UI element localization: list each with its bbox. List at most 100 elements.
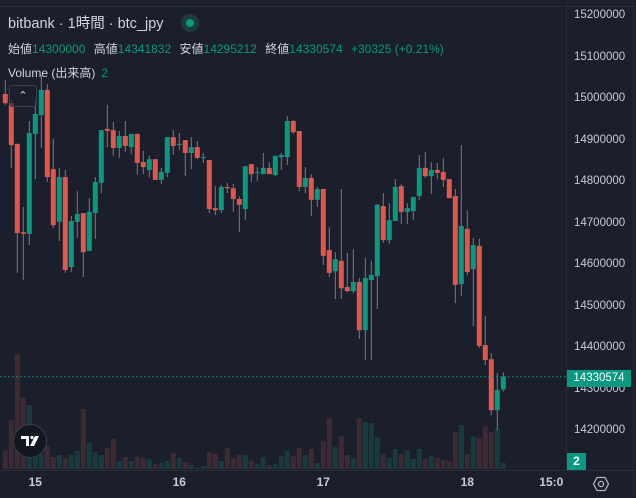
candle	[404, 203, 410, 224]
volume-bar	[464, 454, 470, 469]
volume-bar	[104, 448, 110, 469]
candle	[140, 150, 146, 175]
candle	[182, 140, 188, 177]
volume-bar	[500, 463, 506, 469]
volume-bar	[494, 429, 500, 469]
candle-body	[152, 159, 158, 180]
candle-body	[110, 130, 116, 148]
volume-bar	[8, 420, 14, 469]
candle	[254, 167, 260, 182]
volume-bar	[230, 457, 236, 469]
volume-bar	[14, 354, 20, 469]
candle	[398, 184, 404, 224]
candle-body	[494, 389, 500, 411]
candle	[476, 238, 482, 348]
symbol-title[interactable]: bitbank · 1時間 · btc_jpy	[8, 16, 164, 32]
candle-body	[230, 188, 236, 200]
candle	[14, 143, 20, 273]
candle-body	[104, 128, 110, 131]
time-tick-label: 15	[28, 475, 42, 489]
volume-bar	[140, 457, 146, 469]
candle	[350, 249, 356, 294]
time-tick-label: 16	[172, 475, 186, 489]
candle-body	[158, 172, 164, 180]
candle	[200, 152, 206, 163]
candle	[386, 203, 392, 244]
candle-body	[116, 135, 122, 148]
volume-bar	[110, 439, 116, 469]
candle-body	[338, 260, 344, 289]
candle-body	[284, 120, 290, 158]
candle-body	[296, 130, 302, 187]
candle-body	[464, 228, 470, 273]
candle	[416, 155, 422, 200]
candle	[464, 210, 470, 275]
volume-bar	[476, 438, 482, 469]
candle	[482, 316, 488, 366]
candle-body	[398, 186, 404, 212]
settings-gear-icon[interactable]	[592, 475, 610, 493]
candle	[314, 186, 320, 207]
candle	[488, 352, 494, 416]
candle	[134, 133, 140, 175]
candle-body	[62, 177, 68, 270]
volume-value: 2	[101, 66, 109, 80]
collapse-legend-button[interactable]: ⌃	[9, 85, 37, 107]
volume-bar	[284, 451, 290, 469]
price-tick-label: 14500000	[574, 299, 626, 312]
candle-body	[14, 143, 20, 234]
candle	[26, 120, 32, 246]
volume-bar	[320, 441, 326, 469]
volume-legend[interactable]: Volume (出来高) 2	[8, 64, 108, 81]
candle	[122, 120, 128, 153]
candle	[224, 182, 230, 194]
candle	[410, 196, 416, 221]
candle-body	[410, 196, 416, 212]
candle	[260, 152, 266, 175]
candle	[332, 252, 338, 300]
volume-bar	[224, 448, 230, 469]
candle	[242, 166, 248, 221]
ohlc-legend: 始値14300000 高値14341832 安値14295212 終値14330…	[8, 40, 449, 57]
candle-body	[332, 259, 338, 272]
candle	[116, 130, 122, 158]
time-tick-label: 15:0	[539, 475, 564, 489]
volume-bar	[422, 459, 428, 469]
close-label: 終値	[265, 42, 290, 56]
candle-body	[452, 196, 458, 285]
candle	[266, 162, 272, 175]
candle	[212, 186, 218, 216]
candle	[20, 206, 26, 280]
candle	[362, 257, 368, 361]
volume-bar	[296, 448, 302, 469]
candle	[110, 121, 116, 156]
candle-body	[44, 89, 50, 178]
volume-bar	[80, 409, 86, 469]
market-open-status-icon	[180, 13, 199, 32]
volume-bar	[38, 453, 44, 469]
candle-body	[206, 160, 212, 209]
volume-bar	[86, 442, 92, 469]
tradingview-logo-icon[interactable]	[13, 424, 47, 458]
candle-body	[248, 164, 254, 175]
volume-bar	[158, 463, 164, 469]
candle-body	[440, 172, 446, 180]
candle-body	[20, 232, 26, 234]
volume-bar	[194, 468, 200, 469]
candle-body	[308, 177, 314, 200]
price-tick-label: 15000000	[574, 92, 626, 104]
volume-bar	[98, 454, 104, 469]
candle-body	[146, 159, 152, 170]
volume-bar	[152, 463, 158, 469]
candle-body	[386, 220, 392, 241]
volume-bar	[392, 448, 398, 469]
candle	[56, 167, 62, 241]
low-value: 14295212	[203, 42, 257, 56]
candle-body	[122, 135, 128, 146]
volume-bar	[416, 448, 422, 469]
candle	[50, 138, 56, 229]
candle	[392, 179, 398, 222]
chart-title-row: bitbank · 1時間 · btc_jpy	[8, 12, 199, 33]
candle-body	[500, 376, 506, 390]
volume-bar	[386, 457, 392, 469]
